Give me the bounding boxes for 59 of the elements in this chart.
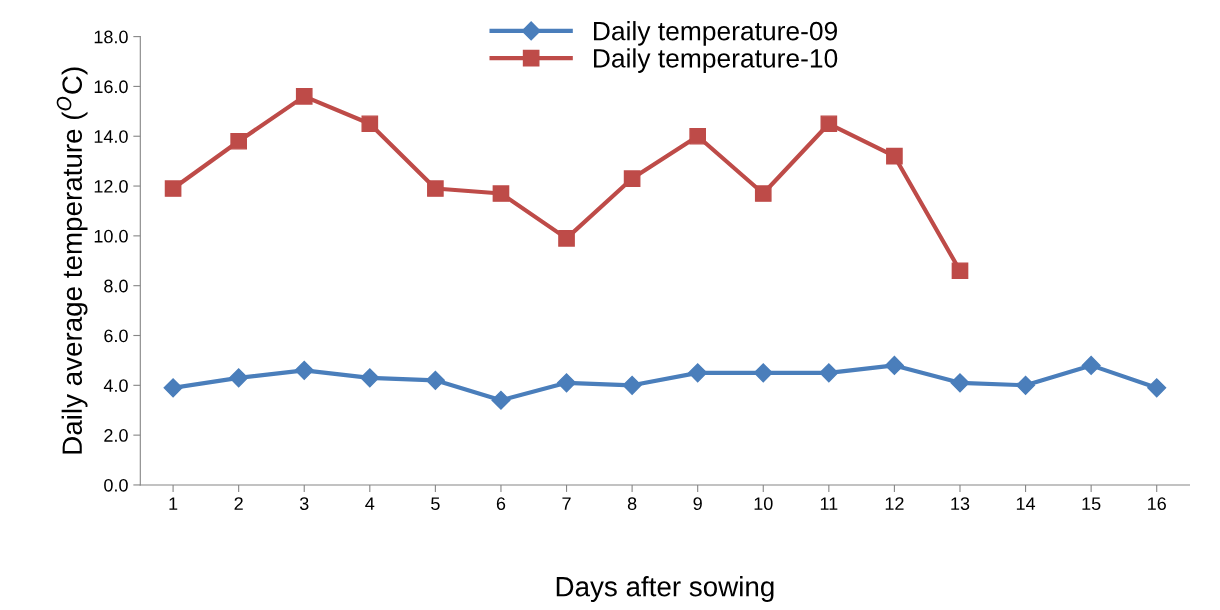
x-tick-label: 13 [951,497,970,511]
x-tick-label: 7 [562,497,571,510]
point [951,262,969,280]
point [163,378,183,398]
point [425,370,445,390]
point [884,355,904,375]
x-tick-label: 15 [1082,497,1101,511]
y-axis-title: Daily average temperature ($^{O}$C) [56,67,88,454]
point [820,115,838,133]
y-tick-label: 6.0 [104,329,128,343]
point [1016,375,1036,395]
x-tick-label: 1 [169,497,178,510]
point [623,170,641,187]
point [886,147,903,165]
x-tick-label: 2 [234,497,243,510]
point [164,180,182,197]
point [688,363,708,383]
point [294,360,314,380]
x-tick-label: 6 [496,497,506,511]
point [1147,378,1167,398]
legend-label: Daily temperature-09 [594,21,837,46]
x-tick-label: 3 [299,497,309,511]
x-tick-label: 9 [693,497,702,511]
legend-label: Daily temperature-10 [594,48,838,73]
x-tick-label: 5 [431,497,440,511]
point [492,185,510,202]
y-tick-label: 4.0 [103,379,128,393]
point [427,180,444,197]
point [1081,355,1101,375]
x-tick-label: 10 [754,497,773,511]
point [360,368,380,388]
y-tick-label: 0.0 [104,478,128,492]
point [950,373,970,393]
y-tick-label: 10.0 [94,229,128,243]
x-tick-label: 8 [627,497,637,511]
point [229,368,249,388]
y-tick-label: 16.0 [94,80,128,94]
point [295,88,313,105]
x-tick-label: 12 [885,497,904,510]
y-tick-label: 12.0 [94,179,128,193]
y-tick-label: 18.0 [94,30,128,44]
point [689,127,707,145]
x-tick-label: 14 [1016,497,1036,510]
point [230,132,247,150]
y-tick-label: 8.0 [104,279,128,293]
point [558,230,575,247]
x-tick-label: 11 [820,497,838,510]
point [491,390,511,410]
point [754,185,772,202]
point [361,115,379,133]
y-tick-label: 14.0 [94,130,128,143]
point [819,363,839,383]
x-tick-label: 4 [365,497,375,510]
y-tick-label: 2.0 [104,429,128,442]
x-tick-label: 16 [1148,497,1166,511]
x-axis-title: Days after sowing [556,576,774,602]
point [622,375,642,395]
point [557,373,577,393]
point [753,363,773,383]
